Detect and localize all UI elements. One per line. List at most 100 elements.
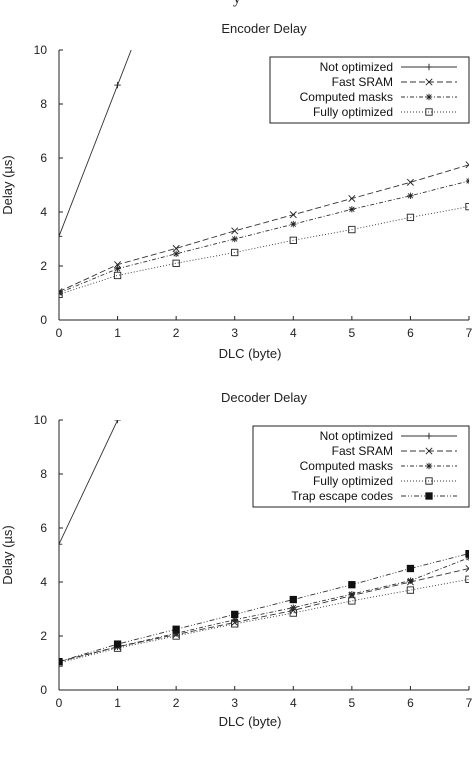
data-point (465, 161, 469, 169)
legend-entry-label: Fully optimized (313, 474, 393, 488)
series-line-3 (59, 557, 469, 663)
data-point (465, 575, 469, 583)
x-tick-label: 1 (114, 326, 121, 340)
data-point (113, 271, 122, 280)
x-tick-label: 4 (290, 696, 297, 710)
data-point (113, 640, 122, 648)
y-tick-label: 0 (40, 313, 47, 327)
y-tick-label: 8 (40, 97, 47, 111)
data-point (59, 541, 63, 548)
y-tick-label: 4 (40, 205, 47, 219)
data-point (406, 213, 415, 222)
data-point (172, 250, 180, 258)
y-axis-label: Delay (µs) (0, 155, 15, 215)
data-point (290, 220, 297, 228)
legend-marker (425, 462, 433, 470)
data-point (348, 194, 356, 203)
x-axis-label: DLC (byte) (219, 346, 282, 361)
y-tick-label: 0 (40, 683, 47, 697)
data-point (231, 610, 239, 619)
y-axis-label: Delay (µs) (0, 525, 15, 585)
legend-box (269, 56, 470, 124)
data-point (407, 192, 414, 199)
y-tick-label: 6 (40, 151, 47, 165)
legend-entry-label: Computed masks (300, 90, 393, 104)
legend-marker (425, 447, 433, 455)
series-line-1 (59, 420, 119, 545)
x-tick-label: 7 (466, 696, 473, 710)
legend-entry-label: Not optimized (320, 60, 393, 74)
data-point (172, 625, 180, 633)
x-axis-label: DLC (byte) (219, 714, 282, 729)
data-point (172, 244, 180, 252)
legend-marker (425, 93, 433, 101)
legend-marker (425, 108, 433, 116)
y-tick-label: 6 (40, 521, 47, 535)
data-point (348, 225, 356, 234)
x-tick-label: 1 (114, 696, 121, 710)
series-line-1 (59, 50, 132, 237)
data-point (289, 609, 297, 617)
legend-marker (425, 477, 433, 485)
series-line-2 (59, 164, 469, 293)
data-point (172, 259, 180, 267)
series-line-3 (59, 180, 469, 294)
chart-title: Decoder Delay (221, 390, 307, 405)
data-point (465, 177, 469, 185)
x-tick-label: 2 (173, 696, 180, 710)
data-point (289, 211, 297, 219)
data-point (348, 206, 356, 213)
data-point (406, 564, 415, 573)
data-point (231, 227, 239, 235)
series-line-2 (59, 568, 469, 663)
data-point (114, 265, 121, 272)
series-line-4 (59, 206, 469, 295)
legend-entry-label: Fast SRAM (332, 75, 393, 89)
x-tick-label: 2 (173, 326, 180, 340)
data-point (231, 235, 238, 243)
data-point (114, 420, 121, 424)
series-group (59, 420, 469, 667)
x-tick-label: 5 (349, 326, 356, 340)
y-tick-label: 8 (40, 467, 47, 481)
data-point (406, 178, 414, 186)
y-tick-label: 10 (34, 43, 48, 57)
legend-box (252, 425, 470, 508)
series-group (59, 50, 469, 298)
x-tick-label: 5 (349, 696, 356, 710)
x-tick-label: 0 (56, 696, 63, 710)
legend-entry-label: Computed masks (300, 459, 393, 473)
data-point (231, 620, 239, 628)
chart-title: Encoder Delay (221, 21, 307, 36)
data-point (59, 290, 63, 298)
legend-entry-label: Not optimized (320, 429, 393, 443)
x-tick-label: 6 (407, 326, 414, 340)
legend-entry-label: Fast SRAM (332, 444, 393, 458)
data-point (231, 248, 239, 257)
chart-panel-2: Decoder Delay 0 1 2 3 4 5 6 7 0 2 4 6 8 10 DLC (byte) De… (0, 390, 473, 729)
legend-marker (425, 492, 433, 500)
x-tick-label: 7 (466, 326, 473, 340)
x-tick-label: 6 (407, 696, 414, 710)
x-tick-label: 0 (56, 326, 63, 340)
legend-entry-label: Fully optimized (313, 105, 393, 119)
y-tick-label: 2 (40, 629, 47, 643)
data-point (348, 581, 356, 589)
x-tick-label: 3 (231, 326, 238, 340)
y-tick-label: 4 (40, 575, 47, 589)
data-point (114, 81, 121, 89)
data-point (465, 564, 469, 573)
x-tick-label: 4 (290, 326, 297, 340)
y-tick-label: 2 (40, 259, 47, 273)
data-point (406, 586, 415, 594)
data-point (348, 597, 356, 605)
legend-marker (425, 78, 433, 86)
data-point (290, 604, 297, 611)
y-tick-label: 10 (34, 413, 48, 427)
data-point (348, 590, 356, 598)
series-line-5 (59, 553, 469, 663)
chart-panel-1: Encoder Delay 0 1 2 3 4 5 6 7 0 2 4 6 8 10 DLC (byte) De… (0, 21, 473, 361)
